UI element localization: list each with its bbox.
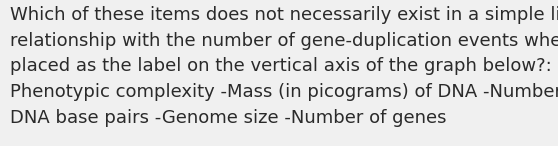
Text: Which of these items does not necessarily exist in a simple linear
relationship : Which of these items does not necessaril… xyxy=(10,6,558,127)
